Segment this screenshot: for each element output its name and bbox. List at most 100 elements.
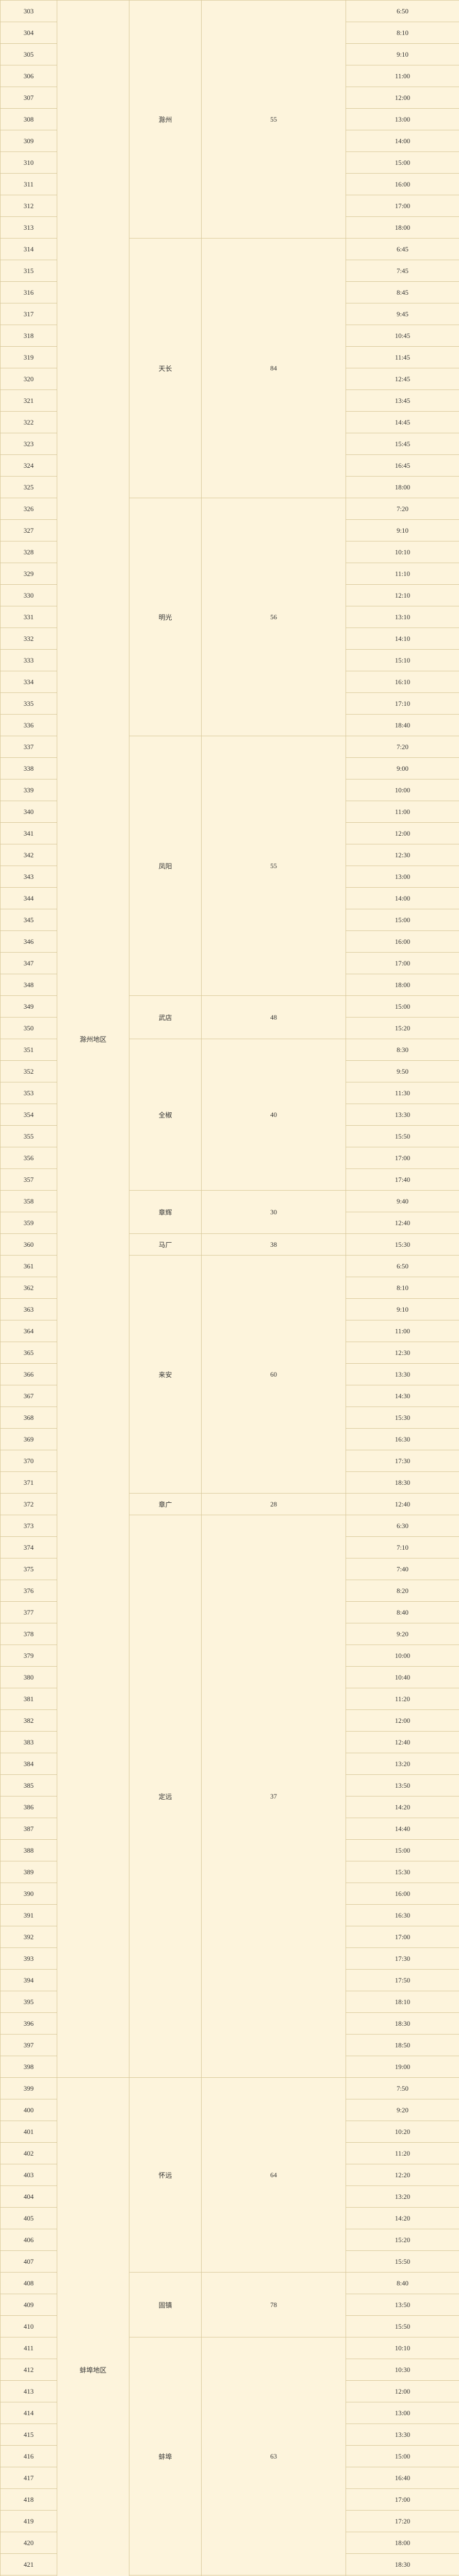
time-cell: 12:30 [346, 844, 459, 866]
time-cell: 6:30 [346, 1515, 459, 1537]
index-cell: 391 [1, 1905, 57, 1926]
index-cell: 376 [1, 1580, 57, 1602]
time-cell: 6:50 [346, 1256, 459, 1277]
time-cell: 17:30 [346, 1948, 459, 1970]
time-cell: 17:00 [346, 2489, 459, 2511]
index-cell: 366 [1, 1364, 57, 1385]
time-cell: 15:30 [346, 1407, 459, 1429]
index-cell: 317 [1, 303, 57, 325]
index-cell: 364 [1, 1320, 57, 1342]
index-cell: 380 [1, 1667, 57, 1688]
time-cell: 17:20 [346, 2511, 459, 2532]
code-cell: 78 [202, 2273, 346, 2337]
index-cell: 363 [1, 1299, 57, 1320]
index-cell: 419 [1, 2511, 57, 2532]
time-cell: 13:50 [346, 2294, 459, 2316]
time-cell: 15:50 [346, 1126, 459, 1147]
index-cell: 367 [1, 1385, 57, 1407]
time-cell: 15:50 [346, 2251, 459, 2273]
code-cell: 48 [202, 996, 346, 1039]
index-cell: 333 [1, 650, 57, 671]
time-cell: 12:00 [346, 87, 459, 109]
time-cell: 13:45 [346, 390, 459, 412]
index-cell: 315 [1, 260, 57, 282]
index-cell: 400 [1, 2099, 57, 2121]
index-cell: 374 [1, 1537, 57, 1558]
time-cell: 14:00 [346, 130, 459, 152]
time-cell: 16:10 [346, 671, 459, 693]
time-cell: 15:20 [346, 2229, 459, 2251]
time-cell: 8:10 [346, 22, 459, 44]
code-cell: 55 [202, 736, 346, 996]
time-cell: 14:45 [346, 412, 459, 433]
time-cell: 10:20 [346, 2121, 459, 2143]
time-cell: 15:00 [346, 909, 459, 931]
index-cell: 309 [1, 130, 57, 152]
destination-cell: 凤阳 [129, 736, 202, 996]
time-cell: 13:20 [346, 1753, 459, 1775]
time-cell: 8:40 [346, 2273, 459, 2294]
index-cell: 361 [1, 1256, 57, 1277]
time-cell: 8:40 [346, 1602, 459, 1623]
time-cell: 9:50 [346, 1061, 459, 1082]
time-cell: 7:45 [346, 260, 459, 282]
index-cell: 359 [1, 1212, 57, 1234]
index-cell: 352 [1, 1061, 57, 1082]
index-cell: 362 [1, 1277, 57, 1299]
index-cell: 410 [1, 2316, 57, 2337]
index-cell: 413 [1, 2381, 57, 2402]
index-cell: 384 [1, 1753, 57, 1775]
index-cell: 386 [1, 1797, 57, 1818]
destination-cell: 章辉 [129, 1191, 202, 1234]
index-cell: 420 [1, 2532, 57, 2554]
index-cell: 382 [1, 1710, 57, 1732]
index-cell: 368 [1, 1407, 57, 1429]
time-cell: 11:45 [346, 347, 459, 368]
index-cell: 316 [1, 282, 57, 303]
destination-cell: 武店 [129, 996, 202, 1039]
index-cell: 304 [1, 22, 57, 44]
time-cell: 12:30 [346, 1342, 459, 1364]
index-cell: 360 [1, 1234, 57, 1256]
index-cell: 404 [1, 2186, 57, 2208]
index-cell: 327 [1, 520, 57, 541]
index-cell: 375 [1, 1558, 57, 1580]
code-cell: 56 [202, 498, 346, 736]
index-cell: 385 [1, 1775, 57, 1797]
time-cell: 15:20 [346, 1018, 459, 1039]
time-cell: 17:30 [346, 1450, 459, 1472]
index-cell: 328 [1, 541, 57, 563]
index-cell: 326 [1, 498, 57, 520]
time-cell: 7:10 [346, 1537, 459, 1558]
index-cell: 314 [1, 239, 57, 260]
time-cell: 6:50 [346, 1, 459, 22]
index-cell: 370 [1, 1450, 57, 1472]
time-cell: 15:00 [346, 1840, 459, 1861]
index-cell: 311 [1, 174, 57, 195]
time-cell: 18:50 [346, 2035, 459, 2056]
index-cell: 349 [1, 996, 57, 1018]
index-cell: 396 [1, 2013, 57, 2035]
time-cell: 15:00 [346, 2446, 459, 2467]
time-cell: 18:30 [346, 1472, 459, 1494]
time-cell: 13:30 [346, 1104, 459, 1126]
code-cell: 40 [202, 1039, 346, 1191]
time-cell: 18:30 [346, 2013, 459, 2035]
index-cell: 356 [1, 1147, 57, 1169]
destination-cell: 怀远 [129, 2078, 202, 2273]
index-cell: 355 [1, 1126, 57, 1147]
time-cell: 11:10 [346, 563, 459, 585]
code-cell: 64 [202, 2078, 346, 2273]
code-cell: 30 [202, 1191, 346, 1234]
index-cell: 378 [1, 1623, 57, 1645]
index-cell: 332 [1, 628, 57, 650]
destination-cell: 全椒 [129, 1039, 202, 1191]
index-cell: 338 [1, 758, 57, 779]
table-row: 399蚌埠地区怀远647:50 [1, 2078, 459, 2099]
index-cell: 348 [1, 974, 57, 996]
time-cell: 17:00 [346, 1926, 459, 1948]
index-cell: 416 [1, 2446, 57, 2467]
time-cell: 16:30 [346, 1905, 459, 1926]
code-cell: 60 [202, 1256, 346, 1494]
index-cell: 337 [1, 736, 57, 758]
